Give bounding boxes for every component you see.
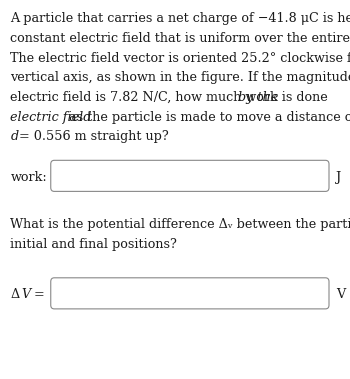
FancyBboxPatch shape [51, 278, 329, 309]
Text: A particle that carries a net charge of −41.8 μC is held in a: A particle that carries a net charge of … [10, 12, 350, 25]
Text: initial and final positions?: initial and final positions? [10, 238, 177, 251]
Text: as the particle is made to move a distance of: as the particle is made to move a distan… [69, 111, 350, 124]
Text: Δ: Δ [10, 288, 20, 301]
Text: work:: work: [10, 171, 47, 183]
Text: What is the potential difference Δᵥ between the particle’s: What is the potential difference Δᵥ betw… [10, 218, 350, 231]
Text: V: V [22, 288, 31, 301]
Text: =: = [30, 288, 44, 301]
Text: electric field: electric field [10, 111, 92, 124]
Text: by the: by the [238, 91, 278, 104]
Text: constant electric field that is uniform over the entire region.: constant electric field that is uniform … [10, 32, 350, 45]
Text: The electric field vector is oriented 25.2° clockwise from the: The electric field vector is oriented 25… [10, 52, 350, 64]
Text: = 0.556 m straight up?: = 0.556 m straight up? [19, 130, 169, 143]
Text: d: d [10, 130, 19, 143]
Text: V: V [336, 288, 345, 301]
Text: vertical axis, as shown in the figure. If the magnitude of the: vertical axis, as shown in the figure. I… [10, 71, 350, 84]
Text: electric field is 7.82 N/C, how much work is done: electric field is 7.82 N/C, how much wor… [10, 91, 332, 104]
FancyBboxPatch shape [51, 160, 329, 191]
Text: J: J [336, 171, 341, 183]
